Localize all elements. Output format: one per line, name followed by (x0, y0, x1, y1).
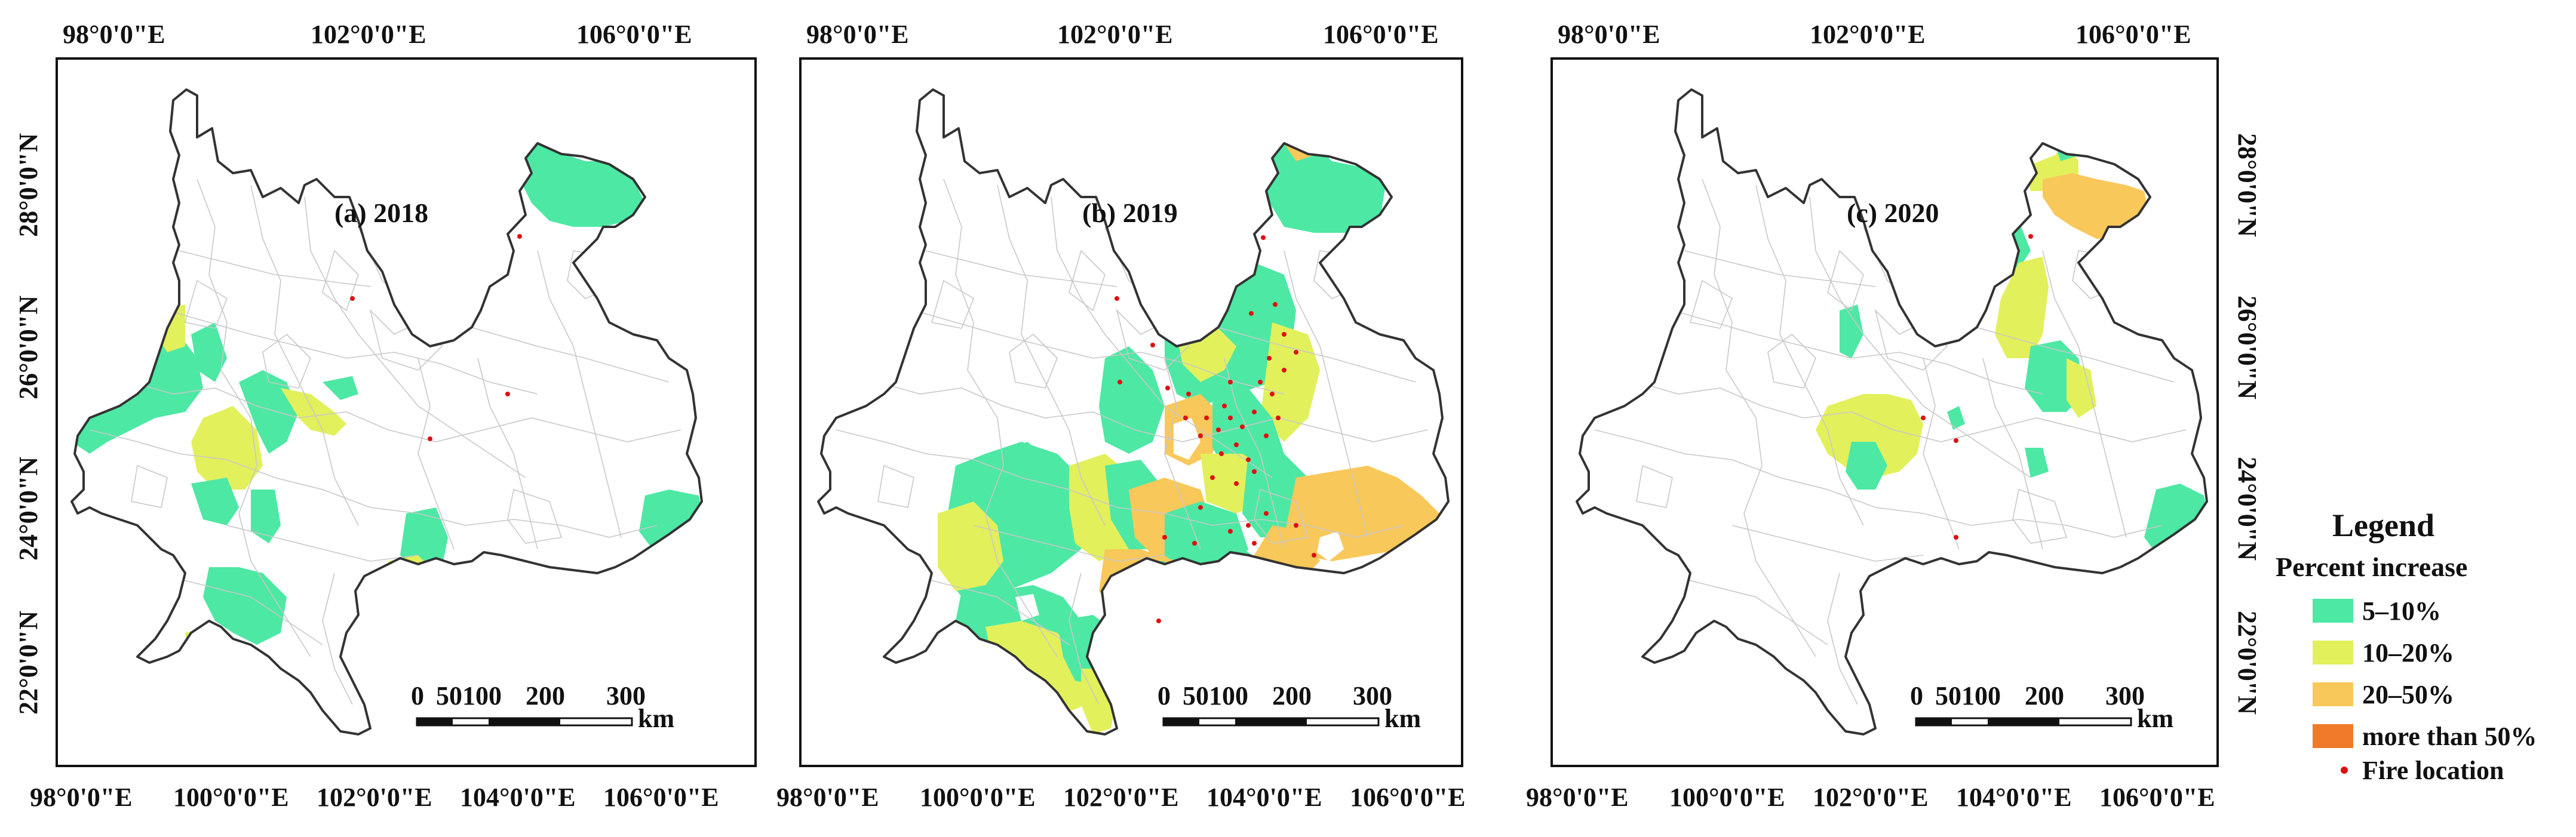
bottom-tick: 98°0'0"E (776, 783, 879, 812)
svg-text:50100: 50100 (1183, 681, 1248, 710)
legend-label: 20–50% (2362, 680, 2454, 709)
lat-tick: 26°0'0"N (2233, 296, 2262, 399)
fire-locations (1114, 235, 1316, 623)
panel-label: (a) 2018 (334, 198, 428, 228)
lat-tick: 26°0'0"N (14, 296, 43, 399)
panel-2019: (b) 2019 98°0'0"E 102°0'0"E 106°0'0"E 98… (776, 20, 1466, 812)
legend-swatch-20-50 (2313, 682, 2353, 706)
top-tick: 106°0'0"E (2075, 20, 2191, 49)
svg-text:200: 200 (526, 681, 565, 710)
lat-tick: 28°0'0"N (14, 133, 43, 237)
bottom-tick: 100°0'0"E (920, 783, 1036, 812)
legend-subtitle: Percent increase (2276, 552, 2467, 582)
fire-location-marker-icon (2341, 767, 2348, 774)
legend-label: Fire location (2362, 756, 2504, 785)
svg-text:300: 300 (606, 681, 646, 710)
top-tick: 106°0'0"E (1323, 20, 1439, 49)
scale-bar: 0 50100 200 300 km (1157, 681, 1421, 733)
legend-label: 10–20% (2362, 638, 2454, 667)
svg-text:km: km (638, 704, 674, 733)
bottom-tick: 104°0'0"E (1956, 783, 2072, 812)
panel-label: (b) 2019 (1082, 198, 1178, 228)
legend: Legend Percent increase 5–10% 10–20% 20–… (2276, 507, 2537, 785)
top-tick: 102°0'0"E (311, 20, 426, 49)
legend-title: Legend (2332, 507, 2434, 543)
svg-text:0: 0 (411, 681, 424, 710)
bottom-tick: 106°0'0"E (603, 783, 719, 812)
lat-tick: 24°0'0"N (14, 457, 43, 561)
legend-swatch-10-20 (2313, 641, 2353, 664)
top-tick: 106°0'0"E (576, 20, 692, 49)
bottom-tick: 102°0'0"E (317, 783, 432, 812)
svg-text:300: 300 (1353, 681, 1392, 710)
bottom-tick: 98°0'0"E (1526, 783, 1629, 812)
bottom-tick: 104°0'0"E (460, 783, 576, 812)
top-tick: 98°0'0"E (806, 20, 909, 49)
legend-swatch-over-50 (2313, 724, 2353, 748)
lat-tick: 22°0'0"N (14, 611, 43, 715)
top-tick: 102°0'0"E (1810, 20, 1926, 49)
bottom-tick: 100°0'0"E (173, 783, 289, 812)
svg-text:0: 0 (1157, 681, 1171, 710)
lat-tick: 24°0'0"N (2233, 457, 2262, 561)
top-tick: 98°0'0"E (63, 20, 165, 49)
panel-2018: (a) 2018 98°0'0"E 102°0'0"E 106°0'0"E 98… (14, 20, 757, 812)
svg-text:200: 200 (2025, 681, 2064, 710)
bottom-tick: 100°0'0"E (1669, 783, 1785, 812)
top-tick: 102°0'0"E (1057, 20, 1173, 49)
panel-2020: (c) 2020 98°0'0"E 102°0'0"E 106°0'0"E 98… (1526, 20, 2262, 812)
bottom-tick: 104°0'0"E (1206, 783, 1322, 812)
legend-swatch-5-10 (2313, 599, 2353, 623)
svg-text:200: 200 (1272, 681, 1312, 710)
fire-locations (350, 234, 522, 441)
bottom-tick: 98°0'0"E (30, 783, 133, 812)
legend-label: more than 50% (2362, 722, 2537, 751)
lat-tick: 28°0'0"N (2233, 133, 2262, 237)
bottom-tick: 106°0'0"E (2099, 783, 2215, 812)
blank-islands (1015, 418, 1344, 621)
bottom-tick: 102°0'0"E (1813, 783, 1929, 812)
bottom-tick: 102°0'0"E (1063, 783, 1179, 812)
svg-text:50100: 50100 (436, 681, 502, 710)
fire-locations (1921, 234, 2033, 540)
bottom-tick: 106°0'0"E (1350, 783, 1466, 812)
scale-bar: 0 50100 200 300 km (411, 681, 674, 733)
svg-text:km: km (2137, 704, 2173, 733)
scale-bar: 0 50100 200 300 km (1910, 681, 2173, 733)
panel-label: (c) 2020 (1847, 198, 1939, 228)
lat-tick: 22°0'0"N (2233, 611, 2262, 715)
top-tick: 98°0'0"E (1558, 20, 1660, 49)
svg-text:300: 300 (2105, 681, 2145, 710)
increase-regions (1816, 137, 2207, 561)
svg-text:km: km (1384, 704, 1421, 733)
legend-label: 5–10% (2362, 596, 2441, 626)
svg-text:0: 0 (1910, 681, 1923, 710)
svg-text:50100: 50100 (1935, 681, 2001, 710)
